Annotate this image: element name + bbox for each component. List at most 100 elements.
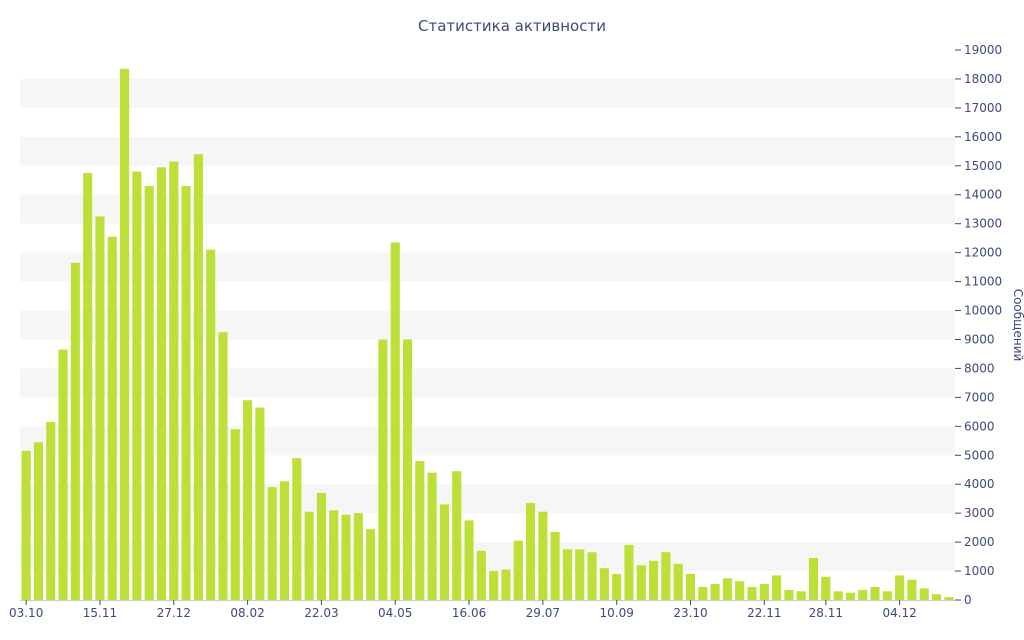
bar[interactable]	[476, 550, 486, 600]
bar[interactable]	[907, 579, 917, 600]
bar[interactable]	[316, 492, 326, 600]
bar[interactable]	[636, 565, 646, 600]
bar[interactable]	[587, 552, 597, 600]
bar[interactable]	[156, 167, 167, 600]
bar[interactable]	[83, 173, 93, 601]
bar[interactable]	[649, 560, 659, 600]
x-tick-label: 10.09	[599, 606, 633, 620]
bar[interactable]	[562, 549, 573, 600]
bar[interactable]	[722, 578, 732, 600]
bar[interactable]	[599, 568, 609, 600]
bar[interactable]	[759, 584, 769, 600]
bar[interactable]	[70, 262, 80, 600]
y-tick-label: 9000	[964, 332, 995, 346]
y-tick-label: 0	[964, 593, 972, 607]
y-tick-label: 15000	[964, 159, 1002, 173]
bar[interactable]	[132, 171, 142, 600]
bar[interactable]	[538, 511, 548, 600]
x-tick-label: 28.11	[809, 606, 843, 620]
bar[interactable]	[439, 504, 449, 600]
x-tick-label: 15.11	[83, 606, 117, 620]
bar[interactable]	[230, 429, 240, 600]
y-tick-label: 11000	[964, 275, 1002, 289]
x-tick-label: 29.07	[526, 606, 560, 620]
bar[interactable]	[919, 588, 929, 600]
bar[interactable]	[33, 442, 44, 600]
bar[interactable]	[526, 503, 536, 600]
x-tick-label: 16.06	[452, 606, 486, 620]
bar[interactable]	[353, 513, 363, 600]
bar[interactable]	[292, 458, 302, 600]
bar[interactable]	[784, 589, 794, 600]
bar[interactable]	[181, 186, 191, 601]
bar[interactable]	[329, 510, 339, 600]
chart-title: Статистика активности	[418, 17, 606, 35]
bar[interactable]	[489, 571, 499, 600]
bar[interactable]	[279, 481, 290, 600]
x-tick-label: 03.10	[9, 606, 43, 620]
x-tick-label: 22.03	[304, 606, 338, 620]
bar[interactable]	[796, 591, 806, 600]
bar[interactable]	[218, 332, 228, 600]
bar[interactable]	[870, 586, 880, 600]
bar[interactable]	[243, 400, 253, 600]
bar[interactable]	[575, 549, 585, 600]
bar[interactable]	[107, 236, 117, 601]
bar[interactable]	[747, 586, 757, 600]
bar[interactable]	[882, 591, 892, 600]
bar[interactable]	[624, 545, 634, 600]
x-tick-label: 23.10	[673, 606, 707, 620]
bar[interactable]	[612, 573, 622, 600]
bar[interactable]	[944, 597, 954, 600]
x-axis: 03.10 15.11 27.12 08.02 22.03 04.05 16.06 29.07…	[9, 600, 955, 620]
bar[interactable]	[46, 421, 56, 600]
y-tick-label: 6000	[964, 419, 995, 433]
bar[interactable]	[378, 339, 388, 600]
bar[interactable]	[267, 487, 277, 600]
bar[interactable]	[698, 586, 708, 600]
bar[interactable]	[895, 575, 905, 600]
bar[interactable]	[858, 589, 868, 600]
bar[interactable]	[808, 558, 819, 600]
bar[interactable]	[772, 575, 782, 600]
bar[interactable]	[845, 592, 855, 600]
bar[interactable]	[193, 154, 203, 601]
bar-series	[21, 68, 954, 601]
bar[interactable]	[58, 349, 68, 600]
bar[interactable]	[821, 576, 831, 600]
y-axis-label: Сообщений	[1011, 289, 1024, 362]
y-tick-label: 8000	[964, 361, 995, 375]
bar[interactable]	[931, 594, 942, 600]
bar[interactable]	[255, 407, 265, 601]
x-tick-label: 22.11	[747, 606, 781, 620]
bar[interactable]	[402, 339, 413, 600]
bar[interactable]	[452, 471, 462, 600]
y-tick-label: 12000	[964, 246, 1002, 260]
bar[interactable]	[304, 511, 314, 600]
bar[interactable]	[833, 591, 843, 600]
bar[interactable]	[710, 584, 720, 600]
bar[interactable]	[390, 242, 400, 601]
bar[interactable]	[427, 472, 437, 600]
y-tick-label: 1000	[964, 564, 995, 578]
bar[interactable]	[95, 216, 105, 600]
bar[interactable]	[120, 68, 130, 600]
y-tick-label: 3000	[964, 506, 995, 520]
y-tick-label: 10000	[964, 304, 1002, 318]
bar[interactable]	[341, 514, 351, 600]
bar[interactable]	[501, 569, 511, 600]
bar[interactable]	[21, 450, 31, 600]
bar[interactable]	[366, 529, 376, 600]
bar[interactable]	[144, 186, 154, 601]
bar[interactable]	[169, 161, 179, 600]
bar[interactable]	[735, 581, 745, 600]
bar[interactable]	[673, 563, 683, 600]
bar[interactable]	[513, 540, 523, 600]
bar[interactable]	[550, 531, 560, 600]
bar[interactable]	[206, 249, 216, 600]
bar[interactable]	[415, 461, 425, 600]
bar[interactable]	[464, 520, 474, 600]
bar[interactable]	[685, 573, 696, 600]
bar[interactable]	[661, 552, 671, 600]
